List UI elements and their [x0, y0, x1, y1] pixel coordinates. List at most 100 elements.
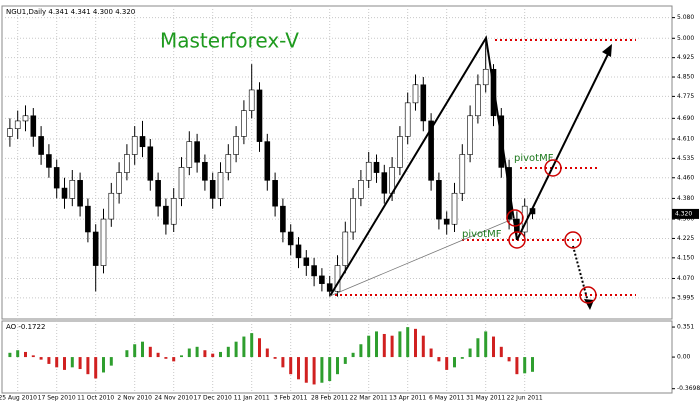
marks: 3.995 4.070 4.150 4.225 4.300 4.380 4.460 4.535…: [0, 6, 700, 402]
x-tick-label: 6 May 2011: [429, 395, 464, 402]
candle-body: [287, 231, 294, 246]
y-tick-label: 4.925: [677, 54, 694, 61]
candle-body: [69, 180, 76, 199]
header: NGU1,Daily 4.341 4.341 4.300 4.320: [6, 8, 135, 16]
candle-body: [61, 187, 68, 199]
candle-body: [85, 205, 91, 233]
x-tick-label: 11 Oct 2010: [77, 395, 114, 402]
candle-body: [241, 110, 247, 137]
candle-body: [443, 218, 450, 225]
x-tick-label: 22 Mar 2011: [350, 395, 388, 402]
circle-marker: [544, 159, 562, 177]
circle-marker: [508, 231, 526, 249]
y-tick-label: 4.150: [677, 254, 694, 261]
x-tick-label: 3 Feb 2011: [274, 395, 308, 402]
candle-body: [108, 192, 115, 220]
candle-body: [147, 146, 154, 181]
candle-body: [163, 205, 169, 225]
candle-body: [436, 180, 442, 220]
candle-body: [459, 154, 466, 194]
y-tick-label: 4.070: [677, 275, 694, 282]
candle-body: [202, 161, 208, 181]
candle-body: [209, 180, 216, 199]
candle-body: [482, 68, 489, 86]
y-tick-label: 0.00: [677, 354, 691, 361]
y-tick-label: 4.535: [677, 155, 694, 162]
y-tick-label: 5.080: [677, 14, 694, 21]
y-tick-label: 3.995: [677, 294, 694, 301]
candle-body: [30, 115, 37, 137]
candle-body: [280, 205, 286, 233]
candle-body: [342, 231, 349, 266]
x-tick-label: 24 Nov 2010: [154, 395, 193, 402]
candle-body: [303, 257, 310, 266]
x-tick-label: 25 Aug 2010: [0, 395, 37, 402]
x-tick-label: 2 Nov 2010: [117, 395, 152, 402]
candle-body: [217, 172, 224, 199]
annotation: pivotMF: [462, 229, 502, 240]
price-box: [672, 208, 699, 219]
candle-body: [319, 275, 325, 284]
candle-body: [186, 141, 193, 168]
candle-body: [350, 198, 356, 233]
y-tick-label: 4.460: [677, 174, 694, 181]
candle-body: [373, 161, 380, 173]
y-tick-label: 5.000: [677, 35, 694, 42]
candle-body: [451, 192, 458, 225]
candle-body: [233, 136, 239, 155]
candle-body: [420, 84, 427, 122]
y-tick-label: 4.380: [677, 195, 694, 202]
trend-arrow: [516, 49, 611, 241]
price-label: 4.320: [675, 210, 692, 217]
candle-body: [77, 180, 83, 207]
x-tick-label: 13 Apr 2011: [389, 395, 426, 402]
x-tick-label: 17 Dec 2010: [194, 395, 233, 402]
circle-marker: [564, 231, 582, 249]
candle-body: [38, 136, 44, 155]
candle-body: [131, 136, 138, 155]
y-tick-label: 4.610: [677, 136, 694, 143]
x-tick-label: 22 Jun 2011: [507, 395, 543, 402]
circle-marker: [506, 209, 524, 227]
x-tick-label: 11 Jan 2011: [234, 395, 270, 402]
x-tick-label: 28 Feb 2011: [311, 395, 349, 402]
trend-line: [329, 35, 518, 297]
candle-body: [170, 198, 177, 225]
candle-body: [139, 136, 146, 148]
candle-body: [116, 172, 122, 194]
candle-body: [22, 115, 29, 122]
y-tick-label: 4.225: [677, 235, 694, 242]
candle-body: [326, 283, 333, 292]
y-tick-label: 4.690: [677, 115, 694, 122]
candle-body: [256, 89, 263, 142]
candle-body: [295, 244, 302, 259]
candle-body: [428, 120, 434, 181]
candle-body: [53, 167, 60, 189]
candle-body: [194, 141, 200, 163]
circle-marker: [579, 286, 597, 304]
arrow-head: [602, 44, 612, 57]
y-tick-label: -0.3698: [677, 385, 700, 392]
y-tick-label: 4.850: [677, 74, 694, 81]
candle-body: [475, 84, 481, 117]
arrow-head: [584, 299, 594, 310]
candle-body: [178, 167, 185, 199]
candle-body: [264, 141, 271, 181]
candle-body: [248, 89, 255, 111]
candle-body: [397, 136, 403, 168]
candle-body: [311, 265, 317, 277]
candle-body: [381, 172, 388, 194]
main-frame: [1, 5, 673, 320]
candle-body: [92, 231, 99, 266]
candle-body: [404, 102, 411, 137]
annotation: pivotMF: [514, 153, 554, 164]
indicator-label: AO -0.1722: [6, 323, 45, 331]
candle-body: [467, 115, 473, 155]
trend-line-thin: [329, 217, 516, 297]
candle-body: [155, 180, 161, 207]
dotted-arrow: [572, 245, 589, 303]
candle-body: [365, 161, 372, 181]
candle-body: [14, 120, 21, 129]
candle-body: [124, 154, 130, 173]
